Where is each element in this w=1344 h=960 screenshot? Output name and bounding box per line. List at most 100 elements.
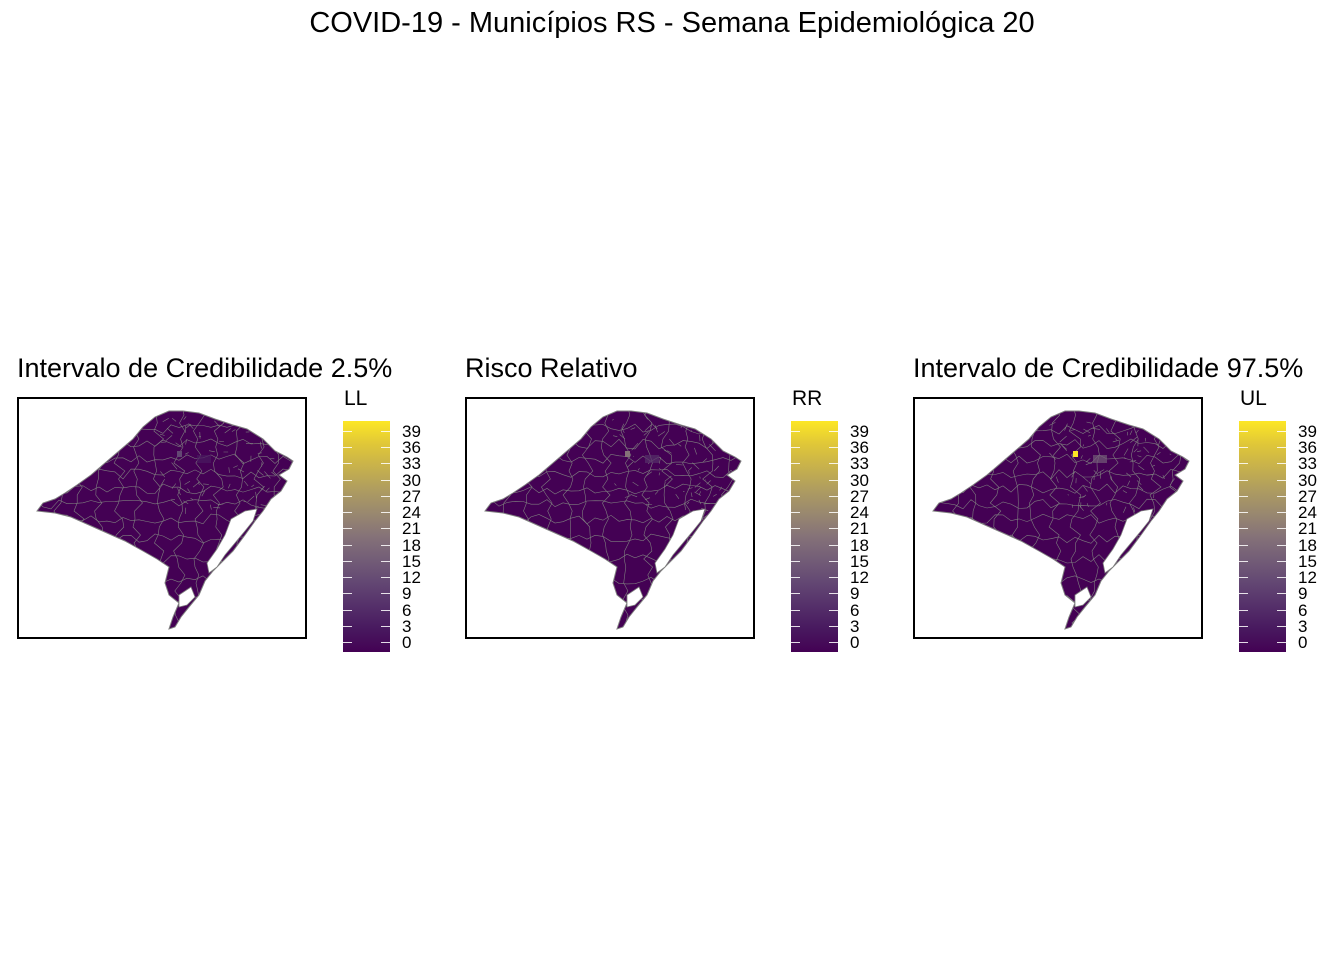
panel-title: Intervalo de Credibilidade 2.5%	[17, 353, 393, 383]
legend-tick-mark	[1277, 609, 1286, 611]
legend-tick-mark	[1277, 431, 1286, 432]
legend-tick-label: 27	[850, 486, 869, 506]
legend-tick-label: 18	[1298, 535, 1317, 555]
legend-tick-label: 21	[850, 519, 869, 539]
legend-tick-label: 3	[1298, 616, 1308, 636]
legend-tick-label: 15	[850, 551, 869, 571]
hotspot-municipality	[177, 451, 182, 457]
legend-tick-mark	[381, 625, 390, 627]
legend-tick-mark	[381, 577, 390, 579]
legend-tick-mark	[1239, 512, 1248, 514]
legend-tick-label: 9	[850, 584, 860, 604]
legend-tick-label: 30	[402, 470, 421, 490]
legend-tick-mark	[1239, 593, 1248, 595]
secondary-hotspot	[645, 455, 659, 463]
color-scale-bar	[1239, 421, 1286, 652]
legend-tick-mark	[829, 642, 838, 643]
legend-tick-mark	[1277, 447, 1286, 449]
legend-tick-mark	[791, 544, 800, 546]
legend-tick-label: 39	[850, 422, 869, 441]
map-frame	[17, 397, 307, 639]
legend-tick-mark	[381, 463, 390, 465]
legend-tick-mark	[1239, 431, 1248, 432]
legend-title: UL	[1240, 387, 1267, 410]
lagoa-dos-patos	[1102, 508, 1154, 574]
state-outline	[484, 410, 742, 630]
legend-tick-label: 6	[402, 600, 412, 620]
legend-tick-mark	[791, 642, 800, 643]
legend-tick-mark	[1277, 642, 1286, 643]
legend-tick-mark	[829, 609, 838, 611]
legend-tick-mark	[829, 560, 838, 562]
legend-tick-label: 6	[1298, 600, 1308, 620]
legend-tick-label: 0	[402, 633, 412, 652]
legend-tick-mark	[381, 431, 390, 432]
legend-tick-mark	[829, 577, 838, 579]
lagoa-dos-patos	[654, 508, 706, 574]
legend-tick-mark	[381, 642, 390, 643]
panel-ul: Intervalo de Credibilidade 97.5% UL 39 36…	[913, 350, 1344, 670]
legend-tick-mark	[1239, 577, 1248, 579]
legend-tick-label: 15	[1298, 551, 1317, 571]
legend-tick-mark	[1277, 463, 1286, 465]
legend-tick-mark	[791, 495, 800, 497]
legend-tick-mark	[343, 528, 352, 530]
legend-tick-mark	[1277, 625, 1286, 627]
legend-tick-label: 36	[1298, 438, 1317, 458]
legend-tick-mark	[1239, 609, 1248, 611]
legend-tick-mark	[381, 609, 390, 611]
legend-tick-mark	[343, 544, 352, 546]
legend-tick-mark	[791, 560, 800, 562]
legend-tick-label: 15	[402, 551, 421, 571]
legend-tick-mark	[343, 431, 352, 432]
legend-tick-mark	[343, 447, 352, 449]
legend-tick-mark	[1277, 495, 1286, 497]
legend-tick-mark	[791, 609, 800, 611]
legend-tick-label: 24	[1298, 503, 1317, 523]
legend-tick-mark	[1239, 495, 1248, 497]
map-frame	[913, 397, 1203, 639]
legend-tick-mark	[381, 512, 390, 514]
legend-title: LL	[344, 387, 368, 410]
legend-tick-label: 36	[402, 438, 421, 458]
legend-tick-label: 33	[402, 454, 421, 474]
legend-tick-mark	[1277, 528, 1286, 530]
main-title: COVID-19 - Municípios RS - Semana Epidem…	[309, 7, 1035, 39]
hotspot-municipality	[625, 451, 630, 457]
legend-tick-mark	[791, 479, 800, 481]
panel-ll: Intervalo de Credibilidade 2.5% LL 39 36 3…	[17, 350, 457, 670]
legend-tick-mark	[1277, 577, 1286, 579]
legend-tick-mark	[343, 577, 352, 579]
legend-tick-mark	[343, 593, 352, 595]
legend-tick-label: 9	[402, 584, 412, 604]
legend-tick-mark	[791, 528, 800, 530]
legend-tick-mark	[1239, 463, 1248, 465]
panel-title: Risco Relativo	[465, 353, 638, 383]
legend-tick-label: 33	[1298, 454, 1317, 474]
secondary-hotspot	[197, 455, 211, 463]
legend-tick-mark	[791, 625, 800, 627]
legend-tick-label: 0	[850, 633, 860, 652]
legend-tick-mark	[343, 625, 352, 627]
legend-tick-label: 24	[850, 503, 869, 523]
legend-tick-label: 12	[850, 568, 869, 588]
legend-tick-mark	[791, 463, 800, 465]
lagoa-mirim	[178, 586, 196, 608]
panel-title: Intervalo de Credibilidade 97.5%	[913, 353, 1304, 383]
legend-tick-label: 33	[850, 454, 869, 474]
legend-tick-mark	[791, 512, 800, 514]
legend-tick-label: 12	[402, 568, 421, 588]
legend-tick-mark	[829, 495, 838, 497]
legend-tick-mark	[1277, 479, 1286, 481]
legend-tick-mark	[829, 479, 838, 481]
lagoa-mirim	[626, 586, 644, 608]
legend-tick-mark	[1277, 512, 1286, 514]
legend-tick-label: 36	[850, 438, 869, 458]
legend-tick-mark	[1277, 544, 1286, 546]
legend-tick-mark	[791, 431, 800, 432]
legend-tick-mark	[1239, 560, 1248, 562]
legend-tick-mark	[343, 609, 352, 611]
legend-tick-mark	[1239, 528, 1248, 530]
legend-tick-mark	[829, 625, 838, 627]
legend-tick-label: 30	[1298, 470, 1317, 490]
